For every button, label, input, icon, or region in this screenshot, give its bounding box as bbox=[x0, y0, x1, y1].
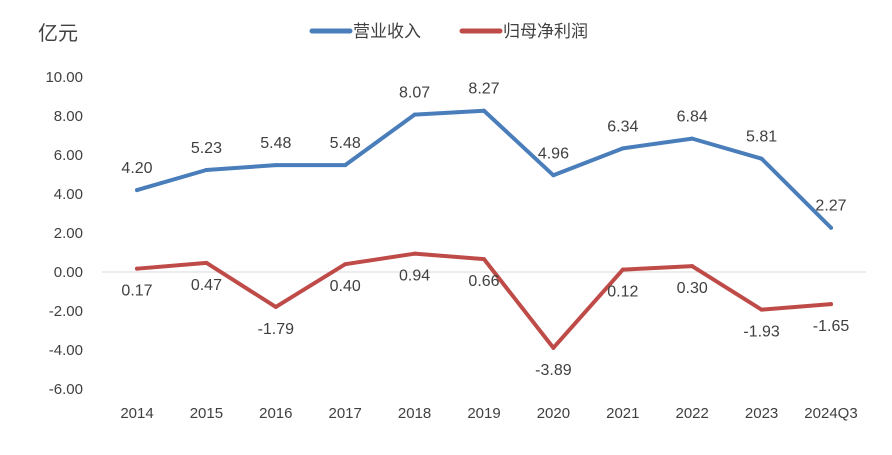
data-point bbox=[759, 156, 764, 161]
data-label: 0.94 bbox=[399, 268, 430, 285]
y-axis: 10.00 8.00 6.00 4.00 2.00 0.00 -2.00 -4.00 -6.00 bbox=[45, 69, 83, 398]
data-label: 0.47 bbox=[191, 277, 222, 294]
y-tick-label: -6.00 bbox=[49, 381, 83, 398]
data-point bbox=[482, 108, 486, 113]
x-tick-label: 2021 bbox=[606, 405, 639, 422]
data-point bbox=[135, 266, 139, 271]
x-tick-label: 2016 bbox=[259, 405, 292, 422]
x-tick-label: 2020 bbox=[537, 405, 570, 422]
data-point bbox=[204, 168, 209, 173]
y-tick-label: 8.00 bbox=[54, 108, 83, 125]
data-label: 0.40 bbox=[330, 278, 361, 295]
legend-label-revenue: 营业收入 bbox=[353, 22, 421, 41]
y-tick-label: 4.00 bbox=[54, 186, 83, 203]
data-point bbox=[343, 262, 348, 267]
y-tick-label: 0.00 bbox=[54, 264, 83, 281]
data-point bbox=[412, 251, 417, 256]
series-line-0 bbox=[135, 108, 833, 230]
data-label: -1.65 bbox=[813, 318, 850, 335]
data-point bbox=[482, 257, 486, 262]
data-label: 0.66 bbox=[468, 273, 499, 290]
data-label: 2.27 bbox=[815, 198, 846, 215]
data-point bbox=[620, 267, 625, 272]
x-axis: 2014 2015 2016 2017 2018 2019 2020 2021 2022 2023… bbox=[120, 405, 857, 422]
data-label: 0.30 bbox=[677, 280, 708, 297]
legend: 营业收入 归母净利润 bbox=[309, 22, 588, 41]
data-label: 5.23 bbox=[191, 140, 222, 157]
data-point bbox=[551, 345, 556, 350]
data-label: 4.96 bbox=[538, 145, 569, 162]
data-point bbox=[273, 304, 278, 309]
data-point bbox=[690, 136, 695, 141]
y-tick-label: -2.00 bbox=[49, 303, 83, 320]
data-point bbox=[343, 163, 348, 168]
data-point bbox=[829, 302, 833, 307]
data-point bbox=[829, 225, 833, 230]
data-point bbox=[135, 188, 139, 193]
data-point bbox=[551, 173, 556, 178]
legend-label-net-profit: 归母净利润 bbox=[503, 22, 588, 41]
x-tick-label: 2015 bbox=[190, 405, 223, 422]
data-label: -3.89 bbox=[535, 362, 572, 379]
y-tick-label: 10.00 bbox=[45, 69, 83, 86]
x-tick-label: 2024Q3 bbox=[804, 405, 857, 422]
unit-label: 亿元 bbox=[38, 22, 78, 45]
data-point bbox=[273, 163, 278, 168]
data-label: 8.07 bbox=[399, 85, 430, 102]
data-label: 5.48 bbox=[330, 135, 361, 152]
data-label: 6.34 bbox=[607, 118, 638, 135]
series-line-1 bbox=[135, 251, 833, 350]
x-tick-label: 2014 bbox=[120, 405, 153, 422]
y-tick-label: 2.00 bbox=[54, 225, 83, 242]
data-point bbox=[204, 260, 209, 265]
data-point bbox=[759, 307, 764, 312]
data-label: 0.12 bbox=[607, 284, 638, 301]
data-label: 5.81 bbox=[746, 129, 777, 146]
data-point bbox=[690, 264, 695, 269]
data-label: -1.79 bbox=[258, 321, 295, 338]
data-point bbox=[620, 146, 625, 151]
series-group: 4.20 5.23 5.48 5.48 8.07 8.27 4.96 6.34 6.84 5.81… bbox=[121, 81, 849, 379]
x-tick-label: 2018 bbox=[398, 405, 431, 422]
data-label: 0.17 bbox=[121, 283, 152, 300]
data-label: 5.48 bbox=[260, 135, 291, 152]
x-tick-label: 2019 bbox=[467, 405, 500, 422]
y-tick-label: -4.00 bbox=[49, 342, 83, 359]
data-label: 4.20 bbox=[121, 160, 152, 177]
data-label: 6.84 bbox=[677, 109, 708, 126]
x-tick-label: 2023 bbox=[745, 405, 778, 422]
data-label: 8.27 bbox=[468, 81, 499, 98]
x-tick-label: 2017 bbox=[329, 405, 362, 422]
data-point bbox=[412, 112, 417, 117]
y-tick-label: 6.00 bbox=[54, 147, 83, 164]
data-label: -1.93 bbox=[743, 324, 780, 341]
x-tick-label: 2022 bbox=[676, 405, 709, 422]
